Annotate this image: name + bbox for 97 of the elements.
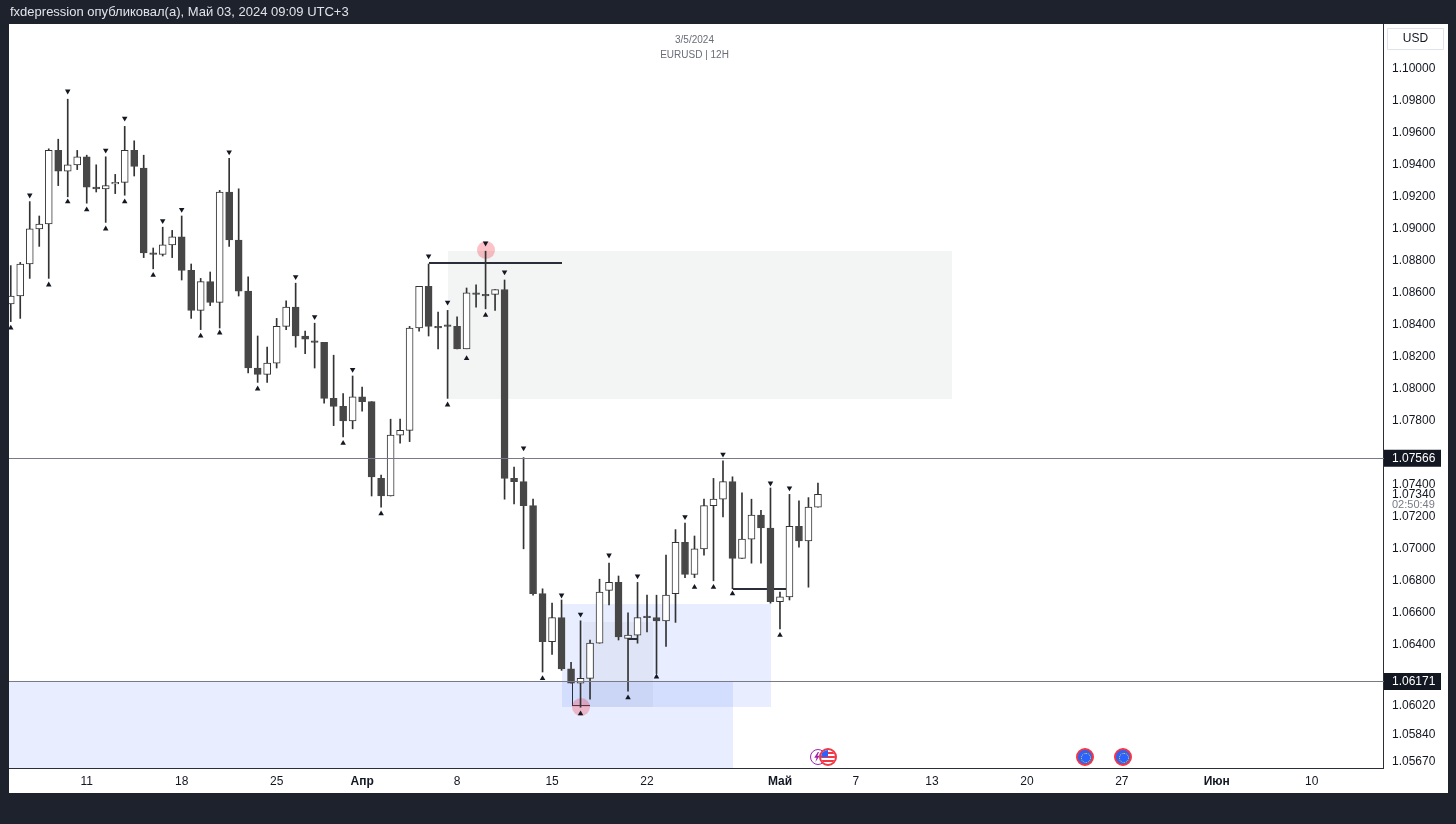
point (539, 675, 546, 680)
candlestick (111, 174, 120, 194)
point (729, 590, 736, 596)
point (9, 324, 14, 330)
x-tick-label: 25 (269, 773, 284, 788)
point (625, 694, 631, 700)
point (558, 593, 565, 599)
point (501, 270, 508, 276)
point (349, 368, 356, 373)
point (150, 272, 156, 277)
text: 02:50:49 (1392, 498, 1435, 511)
point (710, 584, 717, 589)
candlestick (776, 591, 784, 630)
y-tick-label: 1.09600 (1392, 125, 1436, 140)
y-tick-label: 1.09200 (1392, 189, 1436, 204)
point (444, 300, 451, 306)
y-tick-label: 1.08200 (1392, 349, 1436, 364)
x-tick-label: 10 (1305, 773, 1319, 788)
point (691, 584, 698, 589)
candlestick (624, 612, 632, 692)
x-tick-label: Апр (350, 773, 374, 788)
x-tick-label: 15 (545, 773, 560, 788)
point (102, 148, 109, 154)
point (292, 275, 299, 280)
candlestick (149, 247, 158, 270)
point (197, 332, 204, 338)
candlestick (434, 311, 442, 350)
point (444, 401, 451, 407)
candlestick (510, 466, 518, 505)
point (83, 206, 90, 212)
point (606, 553, 612, 559)
point (786, 486, 793, 492)
x-tick-label: 7 (852, 773, 860, 788)
point (463, 355, 470, 360)
candlestick (63, 98, 72, 198)
y-tick-label: 1.06020 (1392, 697, 1436, 712)
candlestick (605, 562, 613, 606)
x-tick-label: 8 (453, 773, 461, 788)
candlestick (301, 330, 309, 354)
x-tick-label: 13 (925, 773, 939, 788)
y-tick-label: 1.09400 (1392, 157, 1436, 172)
point (720, 452, 726, 458)
y-tick-label: 1.08800 (1392, 253, 1436, 268)
y-tick-label: 1.09800 (1392, 93, 1436, 108)
point (121, 198, 128, 204)
x-tick-label: Июн (1203, 773, 1230, 788)
point (64, 198, 71, 204)
candlestick (35, 215, 44, 247)
point (311, 315, 318, 320)
y-axis-title: USD (1402, 31, 1429, 46)
point (425, 254, 432, 260)
y-tick-label: 1.07800 (1392, 413, 1436, 428)
point (767, 481, 774, 487)
y-tick-label: 1.06400 (1392, 637, 1436, 652)
x-tick-label: 27 (1115, 773, 1129, 788)
text: EURUSD | 12H (660, 48, 729, 60)
point (482, 312, 489, 317)
y-tick-label: 1.08400 (1392, 317, 1436, 332)
point (577, 710, 584, 716)
point (634, 574, 641, 580)
point (682, 515, 688, 520)
x-tick-label: 22 (640, 773, 655, 788)
text: 3/5/2024 (675, 33, 715, 45)
candlestick (101, 156, 110, 223)
point (520, 446, 527, 452)
candlestick (396, 418, 404, 444)
y-tick-label: 1.05840 (1392, 726, 1436, 741)
y-tick-label: 1.10000 (1392, 61, 1436, 76)
y-tick-label: 1.09000 (1392, 221, 1436, 236)
point (378, 510, 384, 516)
point (121, 116, 128, 122)
candlestick (472, 284, 480, 308)
point (777, 632, 783, 637)
y-tick-label: 1.05670 (1392, 753, 1436, 768)
point (482, 241, 489, 247)
y-tick-label: 1.06800 (1392, 573, 1436, 588)
y-tick-label: 1.08600 (1392, 285, 1436, 300)
ref-line-label: 1.06171 (1392, 674, 1436, 689)
y-tick-label: 1.06600 (1392, 605, 1436, 620)
x-tick-label: Май (767, 773, 793, 788)
y-tick-label: 1.08000 (1392, 381, 1436, 396)
candlestick (643, 594, 651, 633)
x-tick-label: 18 (175, 773, 189, 788)
y-tick-label: 1.07000 (1392, 541, 1436, 556)
candlestick (757, 510, 765, 564)
text: fxdepression опубликовал(а), Май 03, 2024 09:09 UTC+3 (10, 4, 349, 20)
ref-line-label: 1.07566 (1392, 451, 1436, 466)
y-tick-label: 1.07200 (1392, 509, 1436, 524)
x-tick-label: 11 (80, 773, 94, 788)
point (577, 612, 584, 618)
point (226, 150, 232, 156)
x-tick-label: 20 (1020, 773, 1034, 788)
point (159, 219, 166, 224)
point (340, 440, 346, 445)
candlestick (358, 386, 366, 412)
point (653, 673, 660, 679)
point (178, 208, 185, 213)
